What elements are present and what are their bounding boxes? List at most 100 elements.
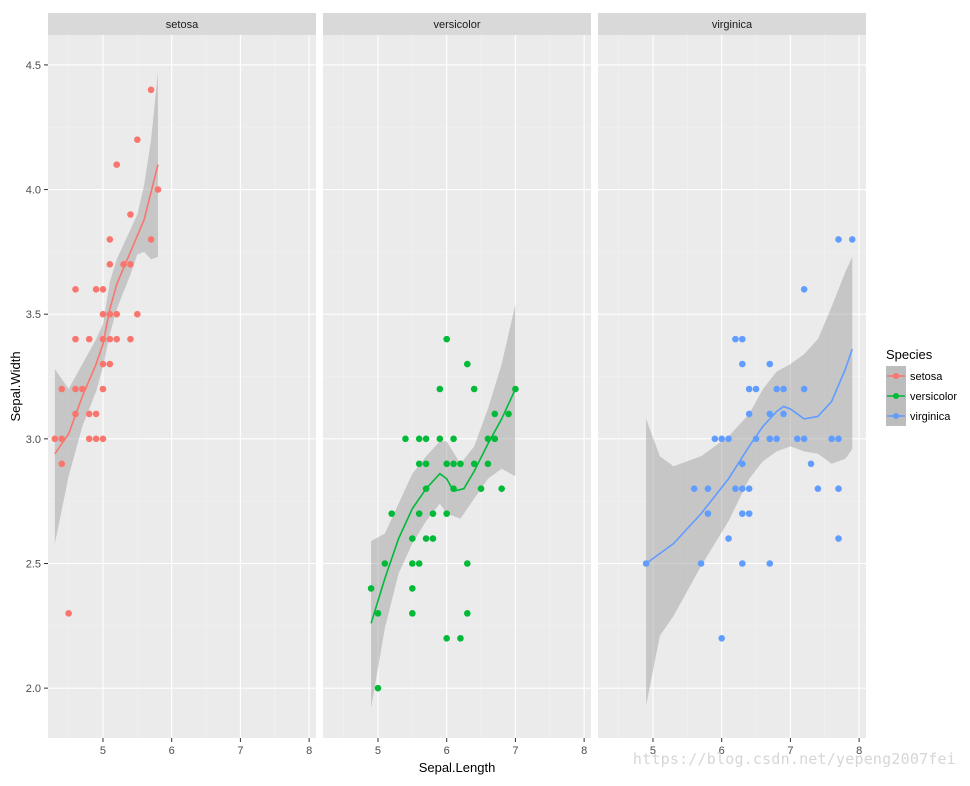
x-axis-title: Sepal.Length xyxy=(419,760,496,775)
panel-background xyxy=(598,35,866,738)
data-point xyxy=(835,485,842,493)
y-tick-label: 2.5 xyxy=(26,558,41,570)
data-point xyxy=(72,285,79,293)
data-point xyxy=(422,460,430,468)
legend: Species setosa versicolor virginica xyxy=(886,347,957,426)
legend-label: versicolor xyxy=(910,391,957,403)
x-tick-label: 8 xyxy=(581,745,587,757)
x-tick-label: 8 xyxy=(856,745,862,757)
data-point xyxy=(800,385,808,393)
data-point xyxy=(752,385,760,393)
data-point xyxy=(72,385,79,393)
data-point xyxy=(72,410,79,418)
data-point xyxy=(113,335,121,343)
x-tick-label: 7 xyxy=(787,745,793,757)
legend-label: setosa xyxy=(910,371,943,383)
data-point xyxy=(835,535,842,542)
data-point xyxy=(106,261,114,268)
x-tick-label: 6 xyxy=(169,745,175,757)
data-point xyxy=(800,285,808,293)
data-point xyxy=(745,510,753,517)
data-point xyxy=(739,510,746,517)
confidence-ribbon xyxy=(646,256,853,706)
data-point xyxy=(58,460,66,468)
facet-strip xyxy=(598,13,866,35)
confidence-ribbon xyxy=(54,72,158,544)
data-point xyxy=(739,485,746,493)
data-point xyxy=(766,435,774,443)
data-point xyxy=(92,410,100,418)
data-point xyxy=(51,435,59,443)
data-point xyxy=(711,435,719,443)
facet-panel-setosa: setosa 5 6 7 8 xyxy=(48,13,316,757)
y-tick-label: 3.0 xyxy=(26,434,41,446)
data-point xyxy=(484,460,492,468)
data-point xyxy=(642,560,650,567)
data-point xyxy=(470,460,478,468)
data-point xyxy=(99,310,107,318)
x-tick-label: 7 xyxy=(237,745,243,757)
x-tick-label: 5 xyxy=(100,745,106,757)
data-point xyxy=(450,435,457,443)
data-point xyxy=(120,261,127,268)
data-point xyxy=(739,560,746,567)
data-point xyxy=(725,435,732,443)
data-point xyxy=(773,435,780,443)
data-point xyxy=(780,385,787,393)
legend-key-virginica xyxy=(886,406,906,426)
data-point xyxy=(457,460,464,468)
facet-strip-label: versicolor xyxy=(433,19,480,31)
data-point xyxy=(745,410,753,418)
data-point xyxy=(745,385,753,393)
data-point xyxy=(381,560,389,567)
data-point xyxy=(92,435,100,443)
panel-background xyxy=(48,35,316,738)
data-point xyxy=(106,310,114,318)
legend-key-point xyxy=(893,393,899,399)
confidence-ribbon xyxy=(371,304,516,709)
data-point xyxy=(835,435,842,443)
legend-key-versicolor xyxy=(886,386,906,406)
data-point xyxy=(106,335,114,343)
data-point xyxy=(127,261,134,268)
data-point xyxy=(793,435,801,443)
data-point xyxy=(718,435,725,443)
data-point xyxy=(409,610,416,617)
data-point xyxy=(512,385,519,393)
y-tick-label: 2.0 xyxy=(26,683,41,695)
data-point xyxy=(739,335,746,343)
data-point xyxy=(79,385,86,393)
data-point xyxy=(732,485,739,493)
data-point xyxy=(106,360,114,368)
facet-strip-label: setosa xyxy=(166,19,199,31)
data-point xyxy=(450,460,457,468)
data-point xyxy=(134,310,141,318)
data-point xyxy=(477,485,485,493)
data-point xyxy=(422,435,430,443)
data-point xyxy=(464,360,471,368)
legend-title: Species xyxy=(886,347,933,362)
x-tick-label: 6 xyxy=(719,745,725,757)
data-point xyxy=(807,460,815,468)
data-point xyxy=(409,560,416,567)
data-point xyxy=(85,410,93,418)
facet-strip xyxy=(48,13,316,35)
smooth-line xyxy=(645,348,854,565)
data-point xyxy=(505,410,512,418)
data-point xyxy=(409,585,416,592)
data-point xyxy=(99,435,107,443)
data-point xyxy=(752,435,760,443)
data-point xyxy=(766,410,774,418)
data-point xyxy=(106,236,114,243)
data-point xyxy=(450,485,457,493)
data-point xyxy=(154,186,162,193)
data-point xyxy=(814,485,822,493)
data-point xyxy=(484,435,492,443)
data-point xyxy=(457,634,464,642)
data-point xyxy=(443,335,450,343)
data-point xyxy=(134,136,141,144)
data-point xyxy=(828,435,835,443)
data-point xyxy=(127,211,134,218)
data-point xyxy=(690,485,698,493)
